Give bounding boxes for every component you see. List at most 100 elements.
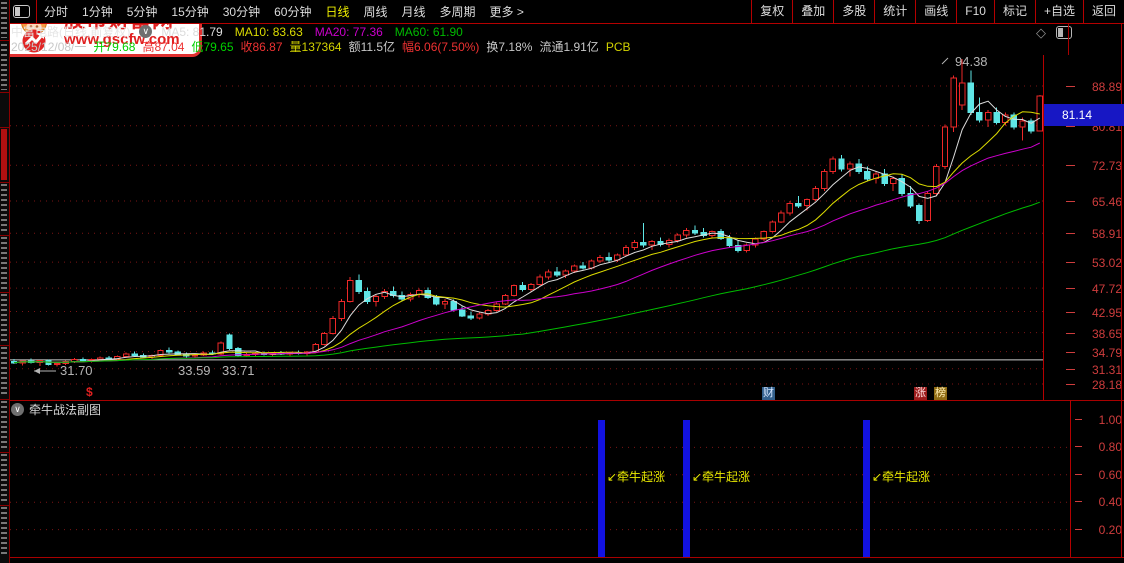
strip-tab[interactable] [1, 347, 7, 397]
strip-tab[interactable] [1, 507, 7, 557]
period-menu: 分时 1分钟 5分钟 15分钟 30分钟 60分钟 日线 周线 月线 多周期 更多 > [37, 0, 531, 23]
menu-period-8[interactable]: 周线 [363, 5, 388, 19]
strip-tab[interactable] [1, 44, 7, 90]
main-axis-label: 34.79 [1091, 346, 1122, 360]
sub-axis-label: 0.40 [1098, 495, 1122, 509]
signal-subchart[interactable]: ↙牵牛起涨 ↙牵牛起涨 ↙牵牛起涨 [10, 419, 1070, 558]
stock-title-row: 中富电路(日线,前复权) ∨ MA5: 81.79 MA10: 83.63 MA20… [11, 24, 463, 40]
layout-panel-icon[interactable] [13, 5, 30, 18]
axis-tick [1075, 501, 1082, 502]
axis-tick [1066, 312, 1075, 313]
hot-list-badge[interactable]: 财 [762, 387, 775, 400]
ma-value-4: MA60: 61.90 [394, 24, 463, 39]
menu-action-3[interactable]: 多股 [833, 0, 874, 23]
hot-list-badge[interactable]: 榜 [934, 387, 947, 400]
menu-action-8[interactable]: +自选 [1034, 0, 1083, 23]
chevron-down-icon[interactable]: ∨ [11, 403, 24, 416]
menu-period-7[interactable]: 日线 [325, 5, 350, 19]
strip-tab[interactable] [1, 2, 7, 38]
quote-field-5: 收86.87 [240, 40, 283, 54]
axis-tick [1066, 352, 1075, 353]
menu-period-9[interactable]: 月线 [401, 5, 426, 19]
quote-field-1: 2025/12/08/一 [11, 40, 87, 54]
axis-tick [1075, 446, 1082, 447]
menu-period-6[interactable]: 60分钟 [274, 5, 312, 19]
strip-divider [0, 127, 9, 128]
strip-tab[interactable] [1, 184, 7, 233]
menu-period-1[interactable]: 分时 [44, 5, 69, 19]
left-vertical-tabstrip[interactable] [0, 0, 10, 563]
strip-divider [0, 345, 9, 346]
menu-action-9[interactable]: 返回 [1082, 0, 1124, 23]
main-axis-label: 42.95 [1091, 306, 1122, 320]
action-menu: 复权 叠加 多股 统计 画线 F10 标记 +自选 返回 [751, 0, 1124, 23]
menu-action-7[interactable]: 标记 [993, 0, 1035, 23]
menu-action-1[interactable]: 复权 [751, 0, 792, 23]
strip-tab[interactable] [1, 237, 7, 290]
strip-divider [0, 182, 9, 183]
signal-label: ↙牵牛起涨 [872, 469, 930, 484]
strip-tab[interactable] [1, 454, 7, 503]
quote-field-11: PCB [605, 39, 631, 54]
quote-field-6: 量137364 [289, 40, 342, 54]
ma60-line [13, 201, 1040, 364]
axis-tick [1075, 419, 1082, 420]
sub-axis-label: 0.80 [1098, 440, 1122, 454]
current-price-tag: 81.14 [1044, 104, 1124, 126]
subchart-title: 牵牛战法副图 [29, 403, 102, 417]
menu-action-6[interactable]: F10 [956, 0, 994, 23]
quote-field-7: 额11.5亿 [348, 40, 396, 54]
signal-label: ↙牵牛起涨 [607, 469, 665, 484]
ma-values: MA5: 81.79 MA10: 83.63 MA20: 77.36 MA60: 61… [161, 25, 463, 39]
menu-period-3[interactable]: 5分钟 [126, 5, 158, 19]
menu-period-10[interactable]: 多周期 [439, 5, 476, 19]
main-axis-label: 65.46 [1091, 195, 1122, 209]
axis-tick [1075, 474, 1082, 475]
axis-tick [1066, 333, 1075, 334]
sub-axis-label: 0.60 [1098, 468, 1122, 482]
main-axis-label: 53.02 [1091, 256, 1122, 270]
menu-period-2[interactable]: 1分钟 [82, 5, 113, 19]
axis-tick [1066, 262, 1075, 263]
menu-period-5[interactable]: 30分钟 [222, 5, 261, 19]
menu-action-5[interactable]: 画线 [915, 0, 956, 23]
menu-action-4[interactable]: 统计 [874, 0, 915, 23]
ma-value-2: MA10: 83.63 [234, 24, 303, 39]
hot-list-badge[interactable]: 涨 [914, 387, 927, 400]
strip-divider [0, 40, 9, 41]
axis-tick [1066, 165, 1075, 166]
quote-info-row: 2025/12/08/一 开79.68 高87.04 低79.65 收86.87 量137… [11, 39, 631, 55]
strip-divider [0, 92, 9, 93]
strip-tab[interactable] [1, 401, 7, 450]
quote-area-separator [1068, 23, 1069, 55]
right-border [1121, 23, 1122, 558]
menu-action-2[interactable]: 叠加 [792, 0, 833, 23]
diamond-icon[interactable]: ◇ [1036, 25, 1046, 40]
stock-name: 中富电路(日线,前复权) [11, 25, 131, 39]
price-annotation: 94.38 [955, 55, 988, 69]
ma5-line [13, 100, 1041, 364]
menu-period-4[interactable]: 15分钟 [171, 5, 209, 19]
main-axis-label: 31.31 [1091, 363, 1122, 377]
axis-tick [1066, 126, 1075, 127]
price-annotation: 33.59 [178, 363, 211, 378]
top-menubar: 分时 1分钟 5分钟 15分钟 30分钟 60分钟 日线 周线 月线 多周期 更多 > 复权 叠加 多股… [9, 0, 1124, 24]
subchart-header: ∨ 牵牛战法副图 [11, 402, 101, 417]
strip-tab[interactable] [1, 294, 7, 343]
split-panel-icon[interactable] [1056, 26, 1072, 39]
price-annotation: 31.70 [60, 363, 93, 378]
strip-divider [0, 292, 9, 293]
candlestick-chart[interactable]: 94.38 31.70 33.59 33.71 [10, 55, 1043, 400]
chevron-down-icon[interactable]: ∨ [139, 25, 153, 38]
axis-tick [1066, 86, 1075, 87]
quote-field-2: 开79.68 [93, 40, 136, 54]
quote-field-4: 低79.65 [191, 40, 234, 54]
menu-separator [36, 0, 37, 23]
menu-period-11[interactable]: 更多 > [489, 5, 524, 19]
ex-rights-marker: $ [86, 385, 93, 399]
axis-tick [1066, 369, 1075, 370]
ma10-line [13, 111, 1040, 364]
strip-tab[interactable] [1, 129, 7, 180]
strip-divider [0, 452, 9, 453]
